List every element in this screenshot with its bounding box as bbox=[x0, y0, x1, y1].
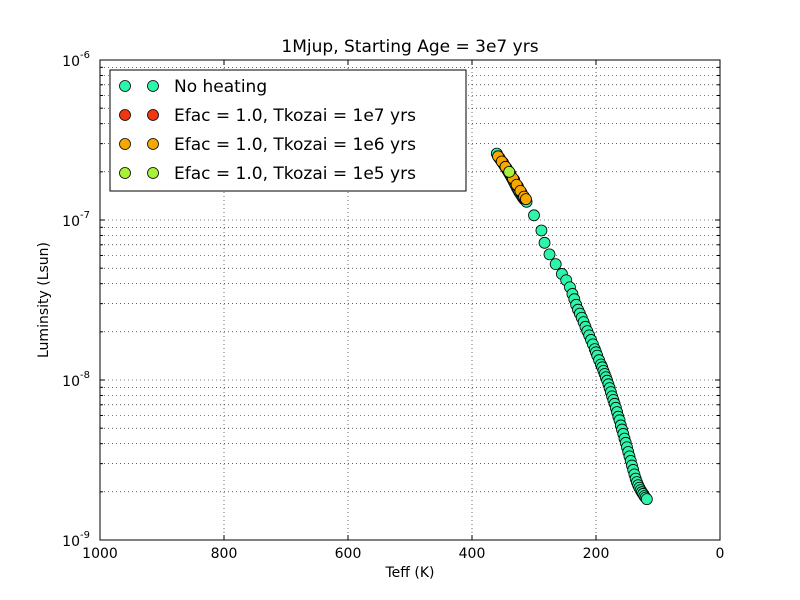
x-tick-label: 400 bbox=[459, 546, 486, 562]
legend-marker bbox=[119, 167, 131, 179]
legend-marker bbox=[119, 109, 131, 121]
legend-entry: No heating bbox=[119, 77, 267, 97]
x-tick-label: 200 bbox=[583, 546, 610, 562]
y-tick-labels: 10-910-810-710-6 bbox=[62, 50, 90, 550]
data-point bbox=[543, 248, 556, 261]
y-tick-label-base: 10 bbox=[62, 214, 80, 230]
y-tick-label: 10 -7 bbox=[62, 210, 90, 230]
legend-marker bbox=[147, 109, 159, 121]
data-point bbox=[528, 209, 540, 222]
y-tick-label-exponent: -8 bbox=[80, 370, 90, 381]
data-point bbox=[538, 236, 551, 249]
legend-marker bbox=[147, 80, 159, 92]
y-tick-label: 10 -9 bbox=[62, 530, 90, 550]
legend-box bbox=[109, 69, 467, 192]
legend-label: No heating bbox=[174, 77, 267, 97]
y-tick-label-base: 10 bbox=[62, 374, 80, 390]
legend-label: Efac = 1.0, Tkozai = 1e5 yrs bbox=[174, 164, 416, 184]
y-tick-label: 10 -8 bbox=[62, 370, 90, 390]
y-tick-label-base: 10 bbox=[62, 534, 80, 550]
data-point bbox=[520, 193, 532, 206]
legend-entry: Efac = 1.0, Tkozai = 1e7 yrs bbox=[119, 106, 416, 126]
y-tick-label-exponent: -9 bbox=[80, 530, 90, 541]
x-axis-label: Teff (K) bbox=[385, 565, 435, 581]
data-point bbox=[503, 165, 516, 178]
y-tick-label: 10 -6 bbox=[62, 50, 90, 70]
plot-frame bbox=[99, 59, 721, 541]
x-tick-label: 1000 bbox=[82, 546, 118, 562]
legend-entry: Efac = 1.0, Tkozai = 1e5 yrs bbox=[119, 164, 416, 184]
plot-markers bbox=[490, 147, 653, 506]
y-axis-label: Luminsity (Lsun) bbox=[36, 242, 52, 358]
legend-marker bbox=[147, 167, 159, 179]
data-point bbox=[535, 224, 548, 237]
y-tick-label-exponent: -7 bbox=[80, 210, 90, 221]
series-3 bbox=[503, 165, 516, 178]
axis-ticks bbox=[99, 59, 721, 541]
legend-marker bbox=[119, 80, 131, 92]
legend-marker bbox=[119, 138, 131, 150]
legend-entry: Efac = 1.0, Tkozai = 1e6 yrs bbox=[119, 135, 416, 155]
legend-marker bbox=[147, 138, 159, 150]
legend-label: Efac = 1.0, Tkozai = 1e6 yrs bbox=[174, 135, 416, 155]
data-point bbox=[549, 258, 562, 271]
legend-label: Efac = 1.0, Tkozai = 1e7 yrs bbox=[174, 106, 416, 126]
x-tick-label: 0 bbox=[716, 546, 725, 562]
y-tick-label-base: 10 bbox=[62, 54, 80, 70]
x-tick-label: 800 bbox=[211, 546, 238, 562]
x-tick-label: 600 bbox=[335, 546, 362, 562]
legend: No heating Efac = 1.0, Tkozai = 1e7 yrs Ef… bbox=[109, 69, 467, 192]
chart-title: 1Mjup, Starting Age = 3e7 yrs bbox=[281, 37, 538, 57]
data-point bbox=[640, 493, 653, 506]
y-tick-label-exponent: -6 bbox=[80, 50, 90, 61]
x-tick-labels: 1000 800 600 400 200 0 bbox=[82, 546, 724, 562]
